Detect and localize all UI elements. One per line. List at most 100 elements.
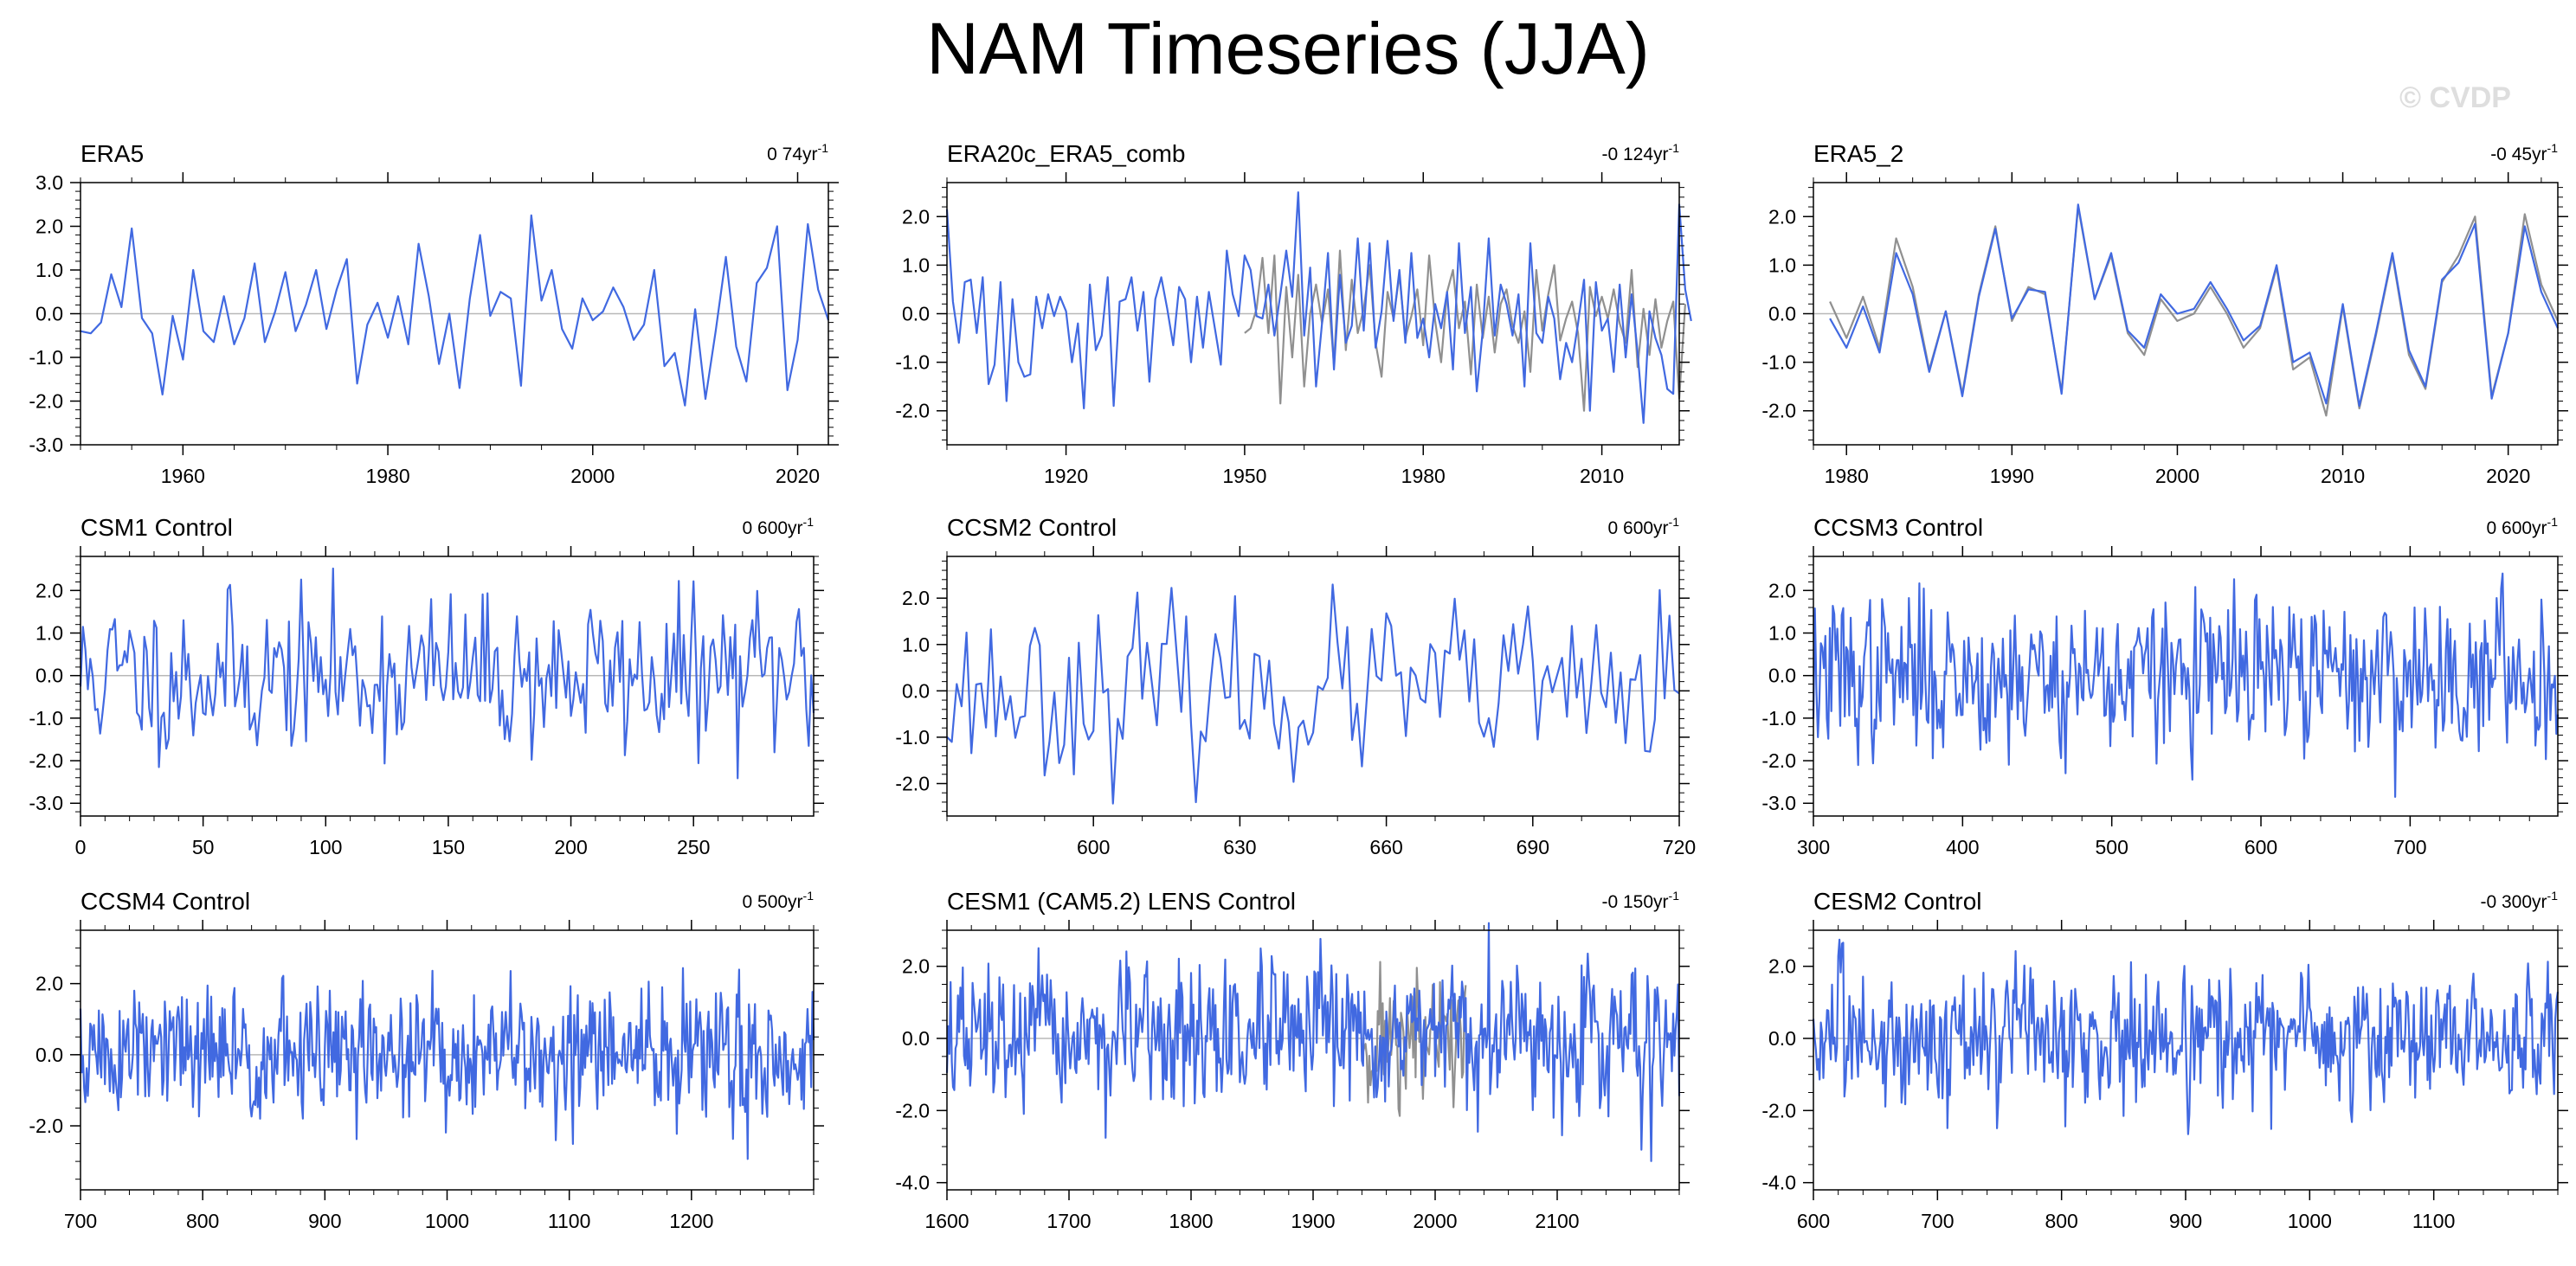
panel-2: 1920 1950 1980 2010 -2.0 -1.0 0.0 1.0 2.0 ERA20c_… [895,140,1692,487]
y-tick-label: -2.0 [895,773,930,795]
panel-title: CCSM4 Control [80,888,250,915]
panel-4: 0 50 100 150 200 250 -3.0 -2.0 -1.0 0.0 1.0 2.0 CSM1… [29,514,824,858]
y-tick-label: -1.0 [29,346,63,369]
x-tick-label: 1700 [1046,1210,1091,1232]
y-tick-label: 0.0 [35,303,63,325]
x-tick-label: 1960 [161,465,205,487]
x-tick-label: 1200 [669,1210,713,1232]
panel-title: CESM2 Control [1813,888,1982,915]
plot-frame [946,556,1680,817]
series-line-primary [945,191,1692,424]
x-tick-label: 1990 [1990,465,2034,487]
x-tick-label: 1980 [1825,465,1869,487]
y-tick-label: -1.0 [1761,707,1796,729]
y-tick-label: 0.0 [902,679,930,702]
cvdp-watermark: © CVDP [2399,81,2511,114]
y-tick-label: 2.0 [1768,205,1796,228]
figure-title: NAM Timeseries (JJA) [926,8,1650,89]
x-tick-label: 600 [2244,836,2277,858]
x-tick-label: 50 [192,836,215,858]
y-tick-label: 3.0 [35,171,63,194]
x-tick-label: 600 [1077,836,1110,858]
panel-6: 300 400 500 600 700 -3.0 -2.0 -1.0 0.0 1.0 2.0 CCSM… [1761,514,2568,858]
y-tick-label: 1.0 [35,259,63,281]
trend-exponent: -1 [1669,889,1680,903]
x-tick-label: 1920 [1044,465,1088,487]
x-tick-label: 1900 [1291,1210,1335,1232]
panel-title: ERA20c_ERA5_comb [947,140,1185,167]
y-tick-label: -3.0 [29,792,63,814]
y-tick-label: 2.0 [35,579,63,601]
x-tick-label: 2000 [1413,1210,1457,1232]
x-tick-label: 1800 [1169,1210,1213,1232]
trend-exponent: -1 [803,515,815,529]
x-tick-label: 700 [1921,1210,1954,1232]
y-tick-label: -3.0 [29,434,63,456]
y-tick-label: -3.0 [1761,792,1796,814]
panel-title: ERA5_2 [1813,140,1903,167]
y-tick-label: 0.0 [1768,303,1796,325]
y-tick-label: 0.0 [1768,1027,1796,1050]
series-line-primary [1812,938,2560,1135]
series-line-primary [1829,203,2560,408]
trend-label: 0 600yr-1 [1608,515,1680,538]
x-tick-label: 600 [1797,1210,1830,1232]
panel-title: CESM1 (CAM5.2) LENS Control [947,888,1296,915]
panel-title: CSM1 Control [80,514,233,541]
trend-exponent: -1 [803,889,815,903]
x-tick-label: 1100 [2412,1210,2455,1232]
x-tick-label: 2000 [570,465,615,487]
series-line-secondary [1244,249,1686,412]
x-tick-label: 700 [2393,836,2426,858]
x-tick-label: 900 [2169,1210,2202,1232]
y-tick-label: -2.0 [1761,1099,1796,1121]
trend-exponent: -1 [1669,515,1680,529]
panel-8: 1600 1700 1800 1900 2000 2100 -4.0 -2.0 0.0 2.0 CE… [895,888,1690,1232]
y-tick-label: 0.0 [35,665,63,687]
x-tick-label: 400 [1946,836,1979,858]
x-tick-label: 500 [2096,836,2128,858]
y-tick-label: -2.0 [895,1099,930,1121]
y-tick-label: 0.0 [902,303,930,325]
x-tick-label: 800 [2045,1210,2077,1232]
x-tick-label: 2020 [776,465,820,487]
trend-label: -0 124yr-1 [1602,141,1680,164]
trend-exponent: -1 [2547,515,2559,529]
trend-exponent: -1 [818,141,829,155]
x-tick-label: 900 [308,1210,341,1232]
x-tick-label: 2010 [2321,465,2365,487]
x-tick-label: 2100 [1535,1210,1579,1232]
y-tick-label: 1.0 [1768,622,1796,645]
x-tick-label: 1100 [548,1210,590,1232]
y-tick-label: 0.0 [902,1027,930,1050]
series-line-primary [1812,572,2560,799]
trend-label: 0 500yr-1 [743,889,815,912]
y-tick-label: 2.0 [35,973,63,995]
x-tick-label: 0 [75,836,87,858]
x-tick-label: 2020 [2486,465,2530,487]
x-tick-label: 1980 [1401,465,1446,487]
y-tick-label: -1.0 [895,726,930,749]
y-tick-label: -2.0 [1761,749,1796,772]
panel-1: 1960 1980 2000 2020 -3.0 -2.0 -1.0 0.0 1.0 2.0 3.0… [29,140,839,487]
y-tick-label: 1.0 [902,633,930,656]
x-tick-label: 720 [1663,836,1696,858]
series-line-primary [79,967,815,1160]
y-tick-label: -1.0 [1761,351,1796,374]
x-tick-label: 2000 [2155,465,2199,487]
plot-frame [1813,556,2559,817]
series-line-secondary [1361,961,1467,1117]
panel-3: 1980 1990 2000 2010 2020 -2.0 -1.0 0.0 1.0 2.0 ERA… [1761,140,2568,487]
y-tick-label: -1.0 [29,707,63,729]
series-line-primary [79,567,815,780]
panel-title: CCSM2 Control [947,514,1117,541]
x-tick-label: 700 [64,1210,97,1232]
x-tick-label: 100 [309,836,342,858]
y-tick-label: 2.0 [902,955,930,978]
trend-exponent: -1 [2547,889,2559,903]
series-line-primary [945,922,1681,1162]
y-tick-label: -2.0 [29,1115,63,1137]
x-tick-label: 200 [554,836,587,858]
panel-7: 700 800 900 1000 1100 1200 -2.0 0.0 2.0 CCSM4 Con… [29,888,824,1232]
series-line-primary [80,214,830,407]
